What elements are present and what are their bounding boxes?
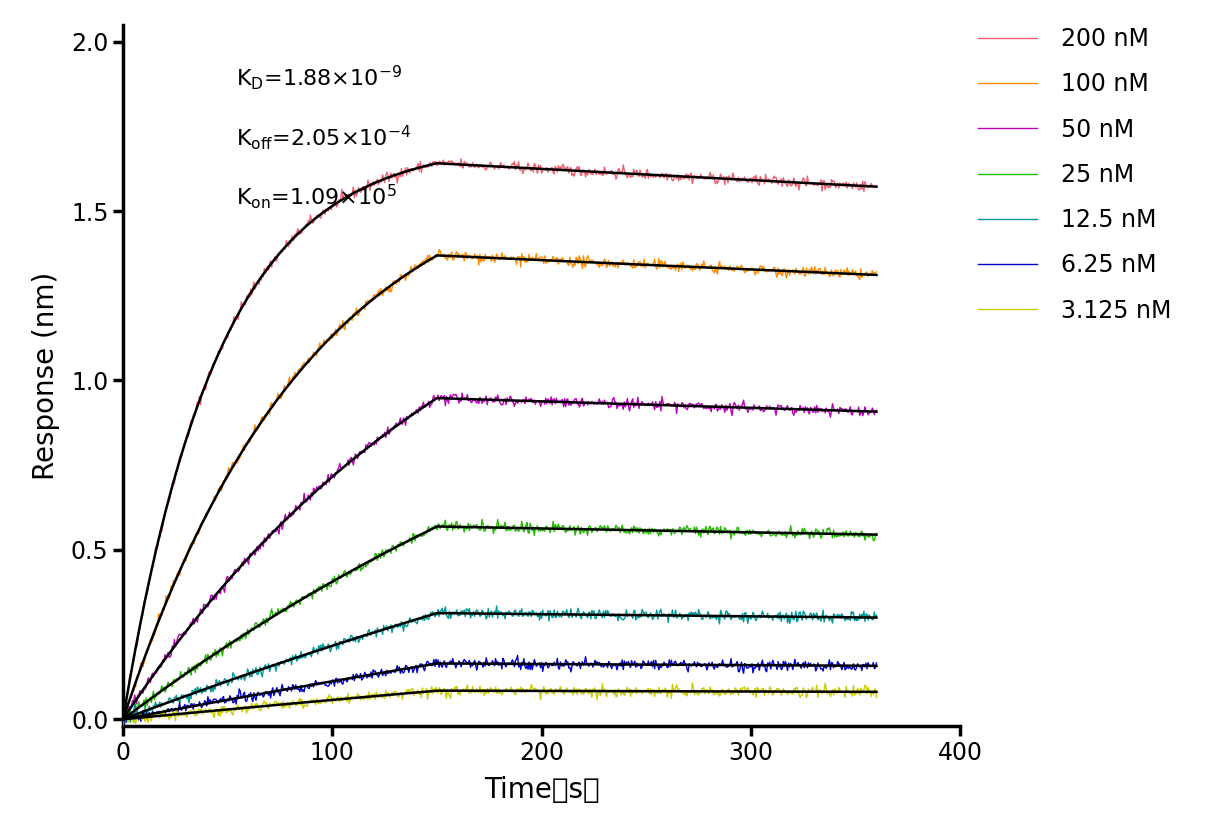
200 nM (454, 154, 469, 164)
Text: $\mathdefault{K_{off}}$=2.05×10$^{-4}$: $\mathdefault{K_{off}}$=2.05×10$^{-4}$ (236, 123, 411, 152)
3.125 nM (315, 697, 330, 707)
12.5 nM (281, 657, 295, 667)
200 nM (635, 172, 650, 182)
Legend: 200 nM, 100 nM, 50 nM, 25 nM, 12.5 nM, 6.25 nM, 3.125 nM: 200 nM, 100 nM, 50 nM, 25 nM, 12.5 nM, 6… (969, 17, 1181, 332)
3.125 nM (282, 703, 297, 713)
3.125 nM (635, 689, 650, 699)
100 nM (281, 377, 295, 387)
200 nM (869, 181, 884, 191)
Line: 12.5 nM: 12.5 nM (123, 606, 876, 727)
25 nM (869, 529, 884, 539)
Text: $\mathdefault{K_D}$=1.88×10$^{-9}$: $\mathdefault{K_D}$=1.88×10$^{-9}$ (236, 64, 403, 92)
3.125 nM (684, 678, 699, 688)
200 nM (560, 162, 575, 172)
50 nM (561, 400, 576, 410)
25 nM (282, 601, 297, 610)
200 nM (801, 178, 816, 188)
3.125 nM (128, 719, 143, 728)
Line: 6.25 nM: 6.25 nM (123, 655, 876, 722)
3.125 nM (869, 692, 884, 702)
25 nM (635, 529, 650, 539)
25 nM (315, 587, 330, 596)
100 nM (487, 257, 502, 267)
12.5 nM (314, 640, 329, 650)
6.25 nM (561, 663, 576, 673)
50 nM (116, 714, 130, 724)
50 nM (454, 388, 469, 398)
25 nM (561, 524, 576, 534)
200 nM (314, 214, 329, 224)
50 nM (803, 409, 817, 419)
3.125 nM (803, 686, 817, 695)
6.25 nM (635, 656, 650, 666)
6.25 nM (510, 650, 524, 660)
100 nM (432, 245, 447, 255)
50 nM (315, 483, 330, 493)
12.5 nM (489, 601, 503, 610)
6.25 nM (116, 716, 130, 726)
50 nM (117, 716, 132, 726)
100 nM (635, 259, 650, 269)
100 nM (560, 259, 575, 269)
100 nM (869, 266, 884, 276)
50 nM (489, 392, 503, 402)
50 nM (282, 507, 297, 517)
100 nM (314, 343, 329, 353)
100 nM (801, 269, 816, 279)
12.5 nM (869, 610, 884, 620)
6.25 nM (282, 683, 297, 693)
200 nM (281, 242, 295, 252)
12.5 nM (486, 608, 501, 618)
25 nM (116, 711, 130, 721)
6.25 nM (119, 717, 134, 727)
6.25 nM (487, 661, 502, 671)
25 nM (489, 525, 503, 535)
25 nM (118, 715, 133, 725)
200 nM (487, 164, 502, 174)
12.5 nM (801, 612, 816, 622)
3.125 nM (116, 716, 130, 726)
X-axis label: Time（s）: Time（s） (484, 776, 599, 804)
12.5 nM (635, 605, 650, 615)
Line: 100 nM: 100 nM (123, 250, 876, 724)
6.25 nM (315, 679, 330, 689)
6.25 nM (869, 658, 884, 668)
100 nM (116, 719, 130, 728)
Line: 3.125 nM: 3.125 nM (123, 683, 876, 724)
12.5 nM (560, 610, 575, 620)
12.5 nM (116, 722, 130, 732)
50 nM (635, 399, 650, 409)
Line: 50 nM: 50 nM (123, 393, 876, 721)
Line: 25 nM: 25 nM (123, 520, 876, 720)
50 nM (869, 405, 884, 415)
3.125 nM (487, 687, 502, 697)
6.25 nM (803, 662, 817, 672)
200 nM (116, 713, 130, 723)
3.125 nM (560, 686, 575, 696)
Line: 200 nM: 200 nM (123, 159, 876, 718)
Y-axis label: Response (nm): Response (nm) (32, 271, 60, 479)
Text: $\mathdefault{K_{on}}$=1.09×10$^{5}$: $\mathdefault{K_{on}}$=1.09×10$^{5}$ (236, 182, 396, 211)
25 nM (803, 534, 817, 544)
25 nM (475, 515, 490, 525)
